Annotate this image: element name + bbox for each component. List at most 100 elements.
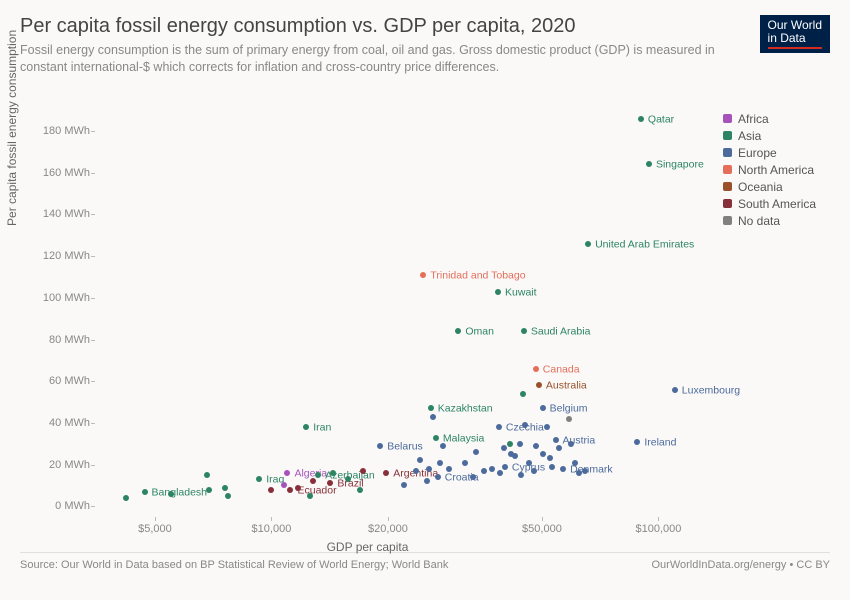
data-point[interactable] [462,460,468,466]
data-point[interactable] [440,443,446,449]
data-point[interactable] [310,478,316,484]
data-point[interactable] [303,424,309,430]
y-tick-label: 120 MWh [35,250,90,262]
data-point[interactable] [533,366,539,372]
data-point[interactable] [256,476,262,482]
data-point[interactable] [377,443,383,449]
data-point[interactable] [222,485,228,491]
scatter-chart[interactable]: Per capita fossil energy consumption GDP… [20,82,715,552]
data-point[interactable] [470,474,476,480]
data-point[interactable] [437,460,443,466]
data-point[interactable] [417,457,423,463]
data-point[interactable] [560,466,566,472]
data-point[interactable] [345,476,351,482]
y-tick-mark [91,256,95,257]
data-point[interactable] [473,449,479,455]
legend-swatch [723,131,732,140]
legend-item[interactable]: Oceania [723,180,830,194]
data-point[interactable] [168,491,174,497]
data-point[interactable] [582,468,588,474]
data-point[interactable] [507,441,513,447]
owid-logo[interactable]: Our World in Data [760,15,830,53]
data-point[interactable] [446,466,452,472]
data-point[interactable] [549,464,555,470]
data-point[interactable] [566,416,572,422]
legend-item[interactable]: Africa [723,112,830,126]
data-point[interactable] [360,468,366,474]
data-point[interactable] [544,424,550,430]
data-point[interactable] [540,405,546,411]
data-point[interactable] [489,466,495,472]
data-point[interactable] [225,493,231,499]
data-point[interactable] [268,487,274,493]
data-point[interactable] [531,468,537,474]
data-point[interactable] [401,482,407,488]
y-tick-label: 80 MWh [35,334,90,346]
data-point[interactable] [547,455,553,461]
data-point[interactable] [357,487,363,493]
data-point[interactable] [426,466,432,472]
data-point[interactable] [123,495,129,501]
data-point[interactable] [430,414,436,420]
data-point[interactable] [572,460,578,466]
data-point[interactable] [502,464,508,470]
data-point[interactable] [455,328,461,334]
data-point[interactable] [526,460,532,466]
data-point[interactable] [497,470,503,476]
data-point[interactable] [495,289,501,295]
data-point[interactable] [481,468,487,474]
data-point[interactable] [536,382,542,388]
legend-item[interactable]: Europe [723,146,830,160]
legend-item[interactable]: South America [723,197,830,211]
data-point[interactable] [307,493,313,499]
data-point[interactable] [424,478,430,484]
data-point[interactable] [433,435,439,441]
plot-area[interactable]: 0 MWh20 MWh40 MWh60 MWh80 MWh100 MWh120 … [95,100,715,517]
legend: Africa Asia Europe North America Oceania Sout… [715,82,830,552]
data-point[interactable] [521,328,527,334]
data-point[interactable] [540,451,546,457]
data-point[interactable] [556,445,562,451]
data-point[interactable] [428,405,434,411]
data-point[interactable] [672,387,678,393]
legend-item[interactable]: Asia [723,129,830,143]
data-point[interactable] [568,441,574,447]
data-point[interactable] [522,422,528,428]
data-point[interactable] [281,482,287,488]
legend-item[interactable]: No data [723,214,830,228]
legend-item[interactable]: North America [723,163,830,177]
y-tick-label: 60 MWh [35,375,90,387]
footer-link[interactable]: OurWorldInData.org/energy • CC BY [652,559,831,571]
data-point[interactable] [646,161,652,167]
data-point[interactable] [585,241,591,247]
data-point[interactable] [295,485,301,491]
data-point[interactable] [383,470,389,476]
data-point[interactable] [330,470,336,476]
data-point[interactable] [327,480,333,486]
data-point[interactable] [206,487,212,493]
data-point[interactable] [287,487,293,493]
data-point[interactable] [501,445,507,451]
data-point[interactable] [496,424,502,430]
y-tick-label: 160 MWh [35,167,90,179]
y-tick-mark [91,340,95,341]
data-point[interactable] [435,474,441,480]
chart-page: Per capita fossil energy consumption vs.… [0,0,850,600]
data-point[interactable] [638,116,644,122]
data-point[interactable] [420,272,426,278]
chart-title: Per capita fossil energy consumption vs.… [20,15,720,38]
x-tick-mark [388,517,389,521]
data-point[interactable] [634,439,640,445]
legend-swatch [723,182,732,191]
data-point[interactable] [284,470,290,476]
data-point[interactable] [553,437,559,443]
data-point[interactable] [518,472,524,478]
data-point[interactable] [142,489,148,495]
data-point[interactable] [533,443,539,449]
data-point[interactable] [413,468,419,474]
data-point[interactable] [520,391,526,397]
data-point[interactable] [512,453,518,459]
data-point[interactable] [517,441,523,447]
data-point[interactable] [204,472,210,478]
data-point[interactable] [315,472,321,478]
